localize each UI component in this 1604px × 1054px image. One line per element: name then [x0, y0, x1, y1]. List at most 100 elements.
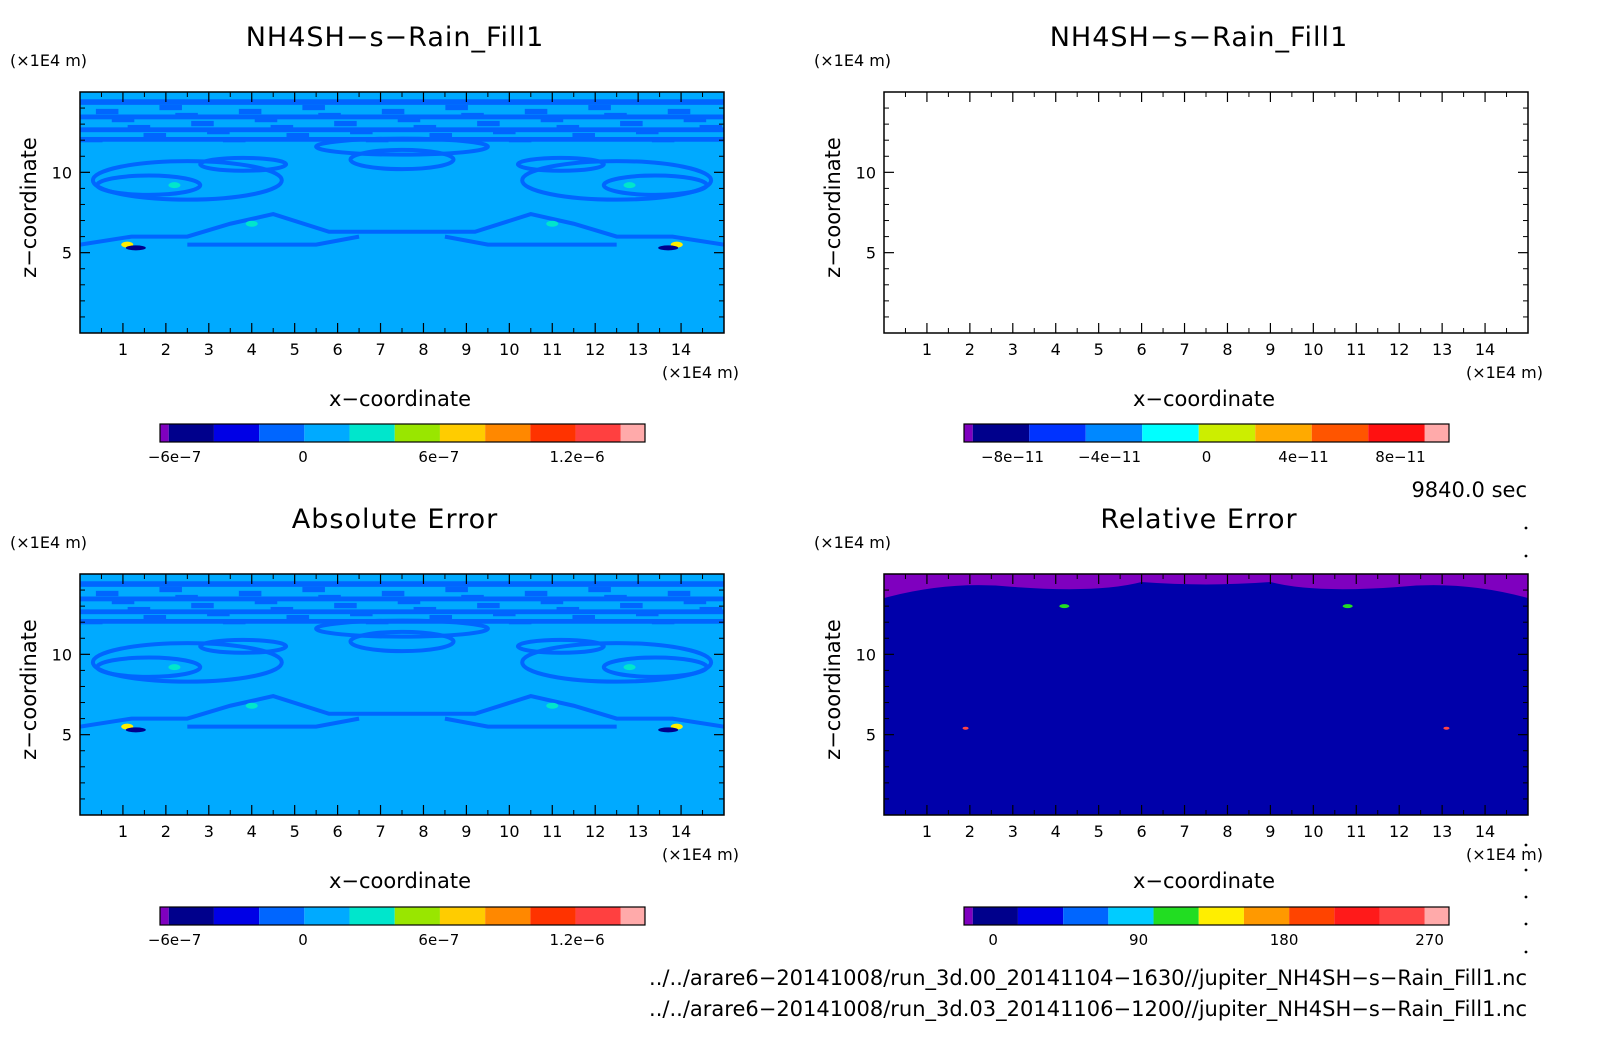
- contour-cell: [445, 104, 468, 111]
- contour-cell: [270, 606, 294, 613]
- contour-cell: [397, 598, 421, 605]
- hot-spot: [623, 182, 636, 189]
- x-tick-label: 6: [1137, 822, 1147, 841]
- contour-line: [80, 694, 724, 729]
- contour-cell: [620, 602, 643, 609]
- x-tick-label: 2: [965, 340, 975, 359]
- x-tick-label: 2: [965, 822, 975, 841]
- colorbar-swatch: [1255, 424, 1312, 442]
- colorbar-swatch: [1334, 907, 1380, 925]
- colorbar-swatch: [575, 424, 621, 442]
- contour-cell: [127, 124, 151, 131]
- contour-ring: [601, 173, 709, 197]
- margin-dot: [1524, 843, 1528, 847]
- x-tick-label: 12: [1389, 340, 1409, 359]
- colorbar-frame: [963, 906, 1450, 926]
- colorbar-swatch: [972, 907, 1018, 925]
- y-axis-label: z−coordinate: [821, 137, 845, 278]
- colorbar-swatch: [168, 424, 214, 442]
- footer-file-path: ../../arare6−20141008/run_3d.00_20141104…: [649, 966, 1527, 991]
- x-axis-unit: (×1E4 m): [1466, 363, 1543, 382]
- colorbar-tick-label: 0: [298, 931, 308, 949]
- contour-cell: [540, 116, 564, 123]
- contour-cell: [95, 108, 119, 115]
- contour-cell: [159, 104, 182, 111]
- y-tick-label: 10: [856, 163, 876, 182]
- y-tick-label: 10: [52, 163, 72, 182]
- y-tick-label: 5: [62, 726, 72, 745]
- colorbar-swatch: [259, 424, 305, 442]
- x-tick-label: 14: [671, 822, 691, 841]
- contour-cell: [540, 598, 564, 605]
- colorbar-swatch: [1029, 424, 1086, 442]
- colorbar-tick-label: 180: [1270, 931, 1299, 949]
- contour-cell: [461, 112, 484, 119]
- colorbar-swatch: [964, 907, 973, 925]
- x-tick-label: 2: [161, 822, 171, 841]
- colorbar-swatch: [1085, 424, 1143, 442]
- contour-cell: [286, 132, 310, 139]
- hot-spot: [623, 664, 636, 671]
- margin-dot: [1524, 895, 1528, 899]
- chart-panel: Relative Error(×1E4 m)1 2 3 4 5 6 7 8 9 10 11 12 13 1…: [814, 504, 1543, 949]
- colorbar-swatch: [1153, 907, 1199, 925]
- x-tick-label: 9: [1265, 340, 1275, 359]
- x-tick-label: 5: [290, 340, 300, 359]
- contour-ring: [90, 159, 284, 202]
- y-tick-label: 10: [856, 645, 876, 664]
- contour-cell: [572, 614, 595, 621]
- colorbar-swatch: [1379, 907, 1425, 925]
- x-tick-label: 1: [118, 822, 128, 841]
- colorbar-swatch: [1142, 424, 1199, 442]
- contour-cell: [350, 610, 373, 617]
- contour-cell: [429, 614, 453, 621]
- x-axis-label: x−coordinate: [329, 869, 471, 893]
- contour-band: [80, 99, 724, 105]
- colorbar-swatch: [1289, 907, 1335, 925]
- hot-spot: [1342, 604, 1353, 609]
- colorbar-tick-label: 270: [1415, 931, 1444, 949]
- x-tick-label: 7: [1179, 340, 1189, 359]
- y-axis-label: z−coordinate: [821, 619, 845, 760]
- margin-dot: [1524, 950, 1528, 954]
- x-axis-label: x−coordinate: [1133, 869, 1275, 893]
- colorbar-swatch: [620, 424, 645, 442]
- y-axis-label: z−coordinate: [17, 619, 41, 760]
- x-tick-label: 12: [585, 340, 605, 359]
- colorbar-frame: [159, 423, 646, 443]
- contour-cell: [191, 602, 214, 609]
- contour-cell: [667, 590, 691, 597]
- chart-title: Relative Error: [1100, 504, 1297, 535]
- contour-cell: [143, 614, 167, 621]
- colorbar-swatch: [1017, 907, 1064, 925]
- colorbar-swatch: [439, 907, 486, 925]
- y-tick-label: 5: [62, 244, 72, 263]
- colorbar: −6e−7 0 6e−7 1.2e−6: [148, 423, 646, 466]
- contour-ring: [515, 155, 606, 173]
- contour-band: [80, 609, 724, 615]
- x-tick-label: 4: [247, 340, 257, 359]
- contour-cell: [604, 112, 627, 119]
- plot-area: [884, 92, 1528, 333]
- cold-spot: [125, 727, 146, 733]
- x-tick-label: 8: [1222, 340, 1232, 359]
- contour-ring: [90, 641, 284, 684]
- contour-cell: [429, 132, 453, 139]
- x-tick-label: 4: [1051, 822, 1061, 841]
- x-tick-label: 11: [1346, 340, 1366, 359]
- hot-spot: [1059, 604, 1070, 609]
- x-tick-label: 1: [118, 340, 128, 359]
- contour-cell: [604, 594, 627, 601]
- colorbar-swatch: [349, 424, 395, 442]
- contour-cell: [381, 590, 405, 597]
- contour-cell: [159, 586, 182, 593]
- contour-cell: [635, 128, 659, 135]
- x-tick-label: 7: [1179, 822, 1189, 841]
- colorbar-tick-label: 1.2e−6: [549, 931, 604, 949]
- contour-cell: [318, 112, 341, 119]
- chart-title: NH4SH−s−Rain_Fill1: [246, 22, 545, 53]
- contour-cell: [254, 116, 278, 123]
- footer-file-path: ../../arare6−20141008/run_3d.03_20141106…: [649, 997, 1527, 1022]
- contour-ring: [601, 655, 709, 679]
- contour-cell: [556, 606, 580, 613]
